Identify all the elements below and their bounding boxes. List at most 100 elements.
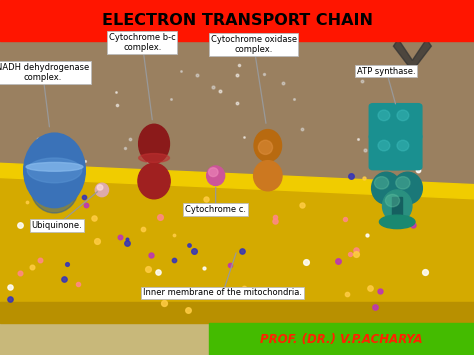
FancyBboxPatch shape	[369, 134, 403, 170]
Ellipse shape	[138, 124, 170, 163]
Bar	[0, 0, 474, 314]
Point	[371, 305, 379, 310]
Point	[171, 233, 178, 238]
Point	[160, 300, 167, 306]
Point	[238, 248, 246, 254]
Point	[272, 214, 279, 220]
Point	[23, 199, 31, 205]
Point	[170, 257, 177, 263]
Point	[353, 247, 360, 253]
Ellipse shape	[393, 172, 422, 204]
Ellipse shape	[209, 168, 218, 176]
Text: CELL: CELL	[404, 27, 426, 36]
Ellipse shape	[138, 153, 170, 162]
Point	[121, 145, 129, 151]
Point	[22, 168, 30, 173]
Point	[80, 195, 88, 200]
Point	[124, 236, 131, 242]
Point	[16, 222, 24, 228]
Ellipse shape	[396, 176, 410, 189]
Point	[415, 167, 422, 173]
Point	[177, 68, 184, 74]
Ellipse shape	[397, 110, 409, 121]
Ellipse shape	[397, 140, 409, 151]
Text: PROF. (DR.) V.P.ACHARYA: PROF. (DR.) V.P.ACHARYA	[260, 333, 423, 345]
Point	[155, 269, 162, 275]
Polygon shape	[0, 163, 474, 199]
Point	[260, 71, 267, 77]
Point	[227, 262, 234, 268]
Point	[147, 252, 155, 258]
FancyBboxPatch shape	[388, 104, 422, 140]
Point	[74, 282, 82, 287]
Point	[113, 103, 121, 108]
Text: Cytochrome c.: Cytochrome c.	[185, 205, 246, 214]
Ellipse shape	[97, 185, 103, 190]
Point	[373, 127, 381, 133]
Point	[200, 265, 208, 271]
Ellipse shape	[379, 215, 415, 229]
Point	[7, 284, 14, 289]
Point	[358, 78, 366, 84]
Point	[302, 259, 310, 265]
Point	[168, 96, 175, 102]
Text: Cytochrome b-c
complex.: Cytochrome b-c complex.	[109, 33, 175, 52]
Point	[198, 209, 205, 214]
Point	[127, 136, 134, 142]
Point	[81, 159, 89, 164]
Point	[298, 126, 305, 131]
Point	[93, 238, 100, 244]
Point	[272, 218, 279, 224]
Text: NADH dehydrogenase
complex.: NADH dehydrogenase complex.	[0, 63, 89, 82]
Point	[410, 222, 417, 228]
Point	[346, 251, 354, 257]
Point	[16, 270, 24, 276]
Point	[209, 84, 217, 90]
Point	[376, 289, 384, 294]
Point	[353, 251, 360, 257]
Point	[191, 248, 198, 254]
Ellipse shape	[374, 176, 389, 189]
Point	[422, 270, 429, 275]
Point	[35, 62, 43, 68]
Point	[240, 285, 248, 291]
Point	[91, 215, 98, 220]
Ellipse shape	[27, 158, 82, 183]
Point	[202, 196, 210, 202]
Polygon shape	[0, 178, 474, 309]
Point	[140, 226, 147, 232]
Point	[156, 214, 164, 219]
Point	[341, 216, 349, 222]
Point	[36, 257, 44, 263]
Point	[343, 291, 350, 297]
Ellipse shape	[207, 166, 225, 185]
Point	[116, 234, 123, 240]
Point	[233, 72, 240, 78]
FancyBboxPatch shape	[388, 134, 422, 170]
Point	[290, 97, 298, 102]
Point	[236, 62, 243, 68]
Ellipse shape	[258, 140, 273, 154]
Point	[347, 173, 355, 179]
Point	[82, 202, 90, 207]
Point	[354, 136, 362, 142]
Point	[38, 196, 46, 202]
Ellipse shape	[95, 183, 109, 197]
Text: Cytochrome oxidase
complex.: Cytochrome oxidase complex.	[210, 35, 297, 54]
Ellipse shape	[378, 110, 390, 121]
Point	[193, 72, 201, 77]
Point	[360, 175, 368, 180]
Point	[63, 261, 71, 267]
Ellipse shape	[24, 133, 85, 208]
Point	[184, 307, 192, 313]
Text: Inner membrane of the mitochondria.: Inner membrane of the mitochondria.	[143, 288, 302, 297]
Ellipse shape	[138, 163, 170, 199]
Point	[34, 136, 41, 142]
Point	[217, 88, 224, 94]
FancyBboxPatch shape	[369, 104, 403, 140]
Text: ATP synthase.: ATP synthase.	[357, 66, 416, 76]
Bar	[392, 197, 402, 217]
Bar	[0, 316, 474, 355]
Point	[144, 266, 152, 272]
Point	[124, 240, 131, 246]
